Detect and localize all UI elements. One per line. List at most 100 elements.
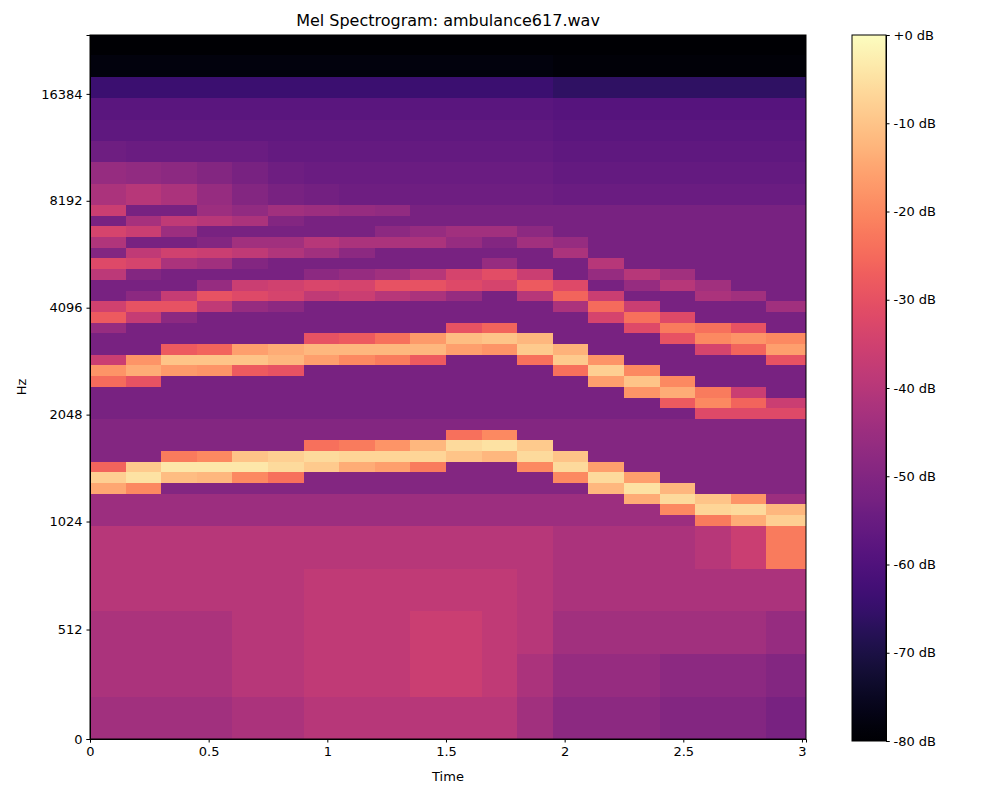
cell	[731, 237, 767, 248]
cell	[482, 696, 518, 739]
cell	[624, 440, 660, 451]
cell	[410, 450, 446, 461]
cell	[731, 493, 767, 504]
cell	[232, 98, 268, 120]
cell	[517, 247, 553, 258]
cell	[90, 440, 126, 451]
cell	[731, 653, 767, 696]
cell	[624, 504, 660, 515]
cell	[482, 258, 518, 269]
cell	[731, 162, 767, 184]
tick-mark	[87, 201, 91, 202]
cell	[588, 525, 624, 568]
cell	[410, 215, 446, 226]
cell	[126, 408, 162, 419]
cell	[268, 514, 304, 525]
cell	[588, 429, 624, 440]
cell	[588, 290, 624, 301]
cell	[232, 279, 268, 290]
cell	[232, 76, 268, 98]
cell	[232, 611, 268, 654]
cell	[197, 215, 233, 226]
cell	[304, 365, 340, 376]
cell	[90, 376, 126, 387]
cell	[766, 226, 806, 237]
cell	[197, 568, 233, 611]
cell	[695, 354, 731, 365]
cell	[553, 525, 589, 568]
cell	[588, 215, 624, 226]
cell	[375, 514, 411, 525]
cell	[660, 311, 696, 322]
cell	[90, 35, 126, 55]
cell	[731, 215, 767, 226]
cell	[446, 279, 482, 290]
cell	[624, 183, 660, 205]
cell	[268, 226, 304, 237]
cell	[90, 183, 126, 205]
tick: -20 dB	[886, 204, 936, 219]
cell	[375, 226, 411, 237]
cell	[126, 215, 162, 226]
cell	[660, 204, 696, 215]
cell	[126, 493, 162, 504]
cell	[660, 482, 696, 493]
cell	[410, 493, 446, 504]
cell	[339, 215, 375, 226]
cell	[126, 472, 162, 483]
cell	[268, 269, 304, 280]
cell	[695, 493, 731, 504]
cell	[126, 343, 162, 354]
cell	[375, 472, 411, 483]
cell	[232, 472, 268, 483]
cell	[339, 504, 375, 515]
tick-mark	[886, 300, 890, 301]
cell	[161, 311, 197, 322]
cell	[446, 226, 482, 237]
cell	[268, 696, 304, 739]
tick: +0 dB	[886, 28, 934, 43]
cell	[197, 183, 233, 205]
cell	[624, 247, 660, 258]
cell	[375, 269, 411, 280]
cell	[126, 568, 162, 611]
cell	[375, 204, 411, 215]
cell	[553, 76, 589, 98]
cell	[410, 247, 446, 258]
cell	[624, 397, 660, 408]
cell	[232, 322, 268, 333]
cell	[624, 35, 660, 55]
cell	[553, 290, 589, 301]
cell	[304, 472, 340, 483]
cell	[126, 514, 162, 525]
cell	[161, 696, 197, 739]
cell	[482, 461, 518, 472]
cell	[339, 386, 375, 397]
cell	[660, 140, 696, 162]
tick-label: 1024	[49, 514, 82, 529]
cell	[232, 493, 268, 504]
cell	[482, 440, 518, 451]
cell	[304, 333, 340, 344]
cell	[197, 162, 233, 184]
cell	[375, 247, 411, 258]
cell	[553, 215, 589, 226]
cell	[446, 450, 482, 461]
cell	[695, 215, 731, 226]
cell	[517, 322, 553, 333]
cell	[482, 215, 518, 226]
cell	[90, 504, 126, 515]
cell	[446, 429, 482, 440]
cell	[660, 611, 696, 654]
cell	[90, 322, 126, 333]
title: Mel Spectrogram: ambulance617.wav	[296, 11, 600, 30]
axis-line	[87, 36, 91, 740]
cell	[695, 653, 731, 696]
cell	[339, 322, 375, 333]
cell	[161, 55, 197, 77]
cell	[90, 696, 126, 739]
cell	[161, 514, 197, 525]
cell	[126, 450, 162, 461]
cell	[197, 258, 233, 269]
cell	[588, 450, 624, 461]
